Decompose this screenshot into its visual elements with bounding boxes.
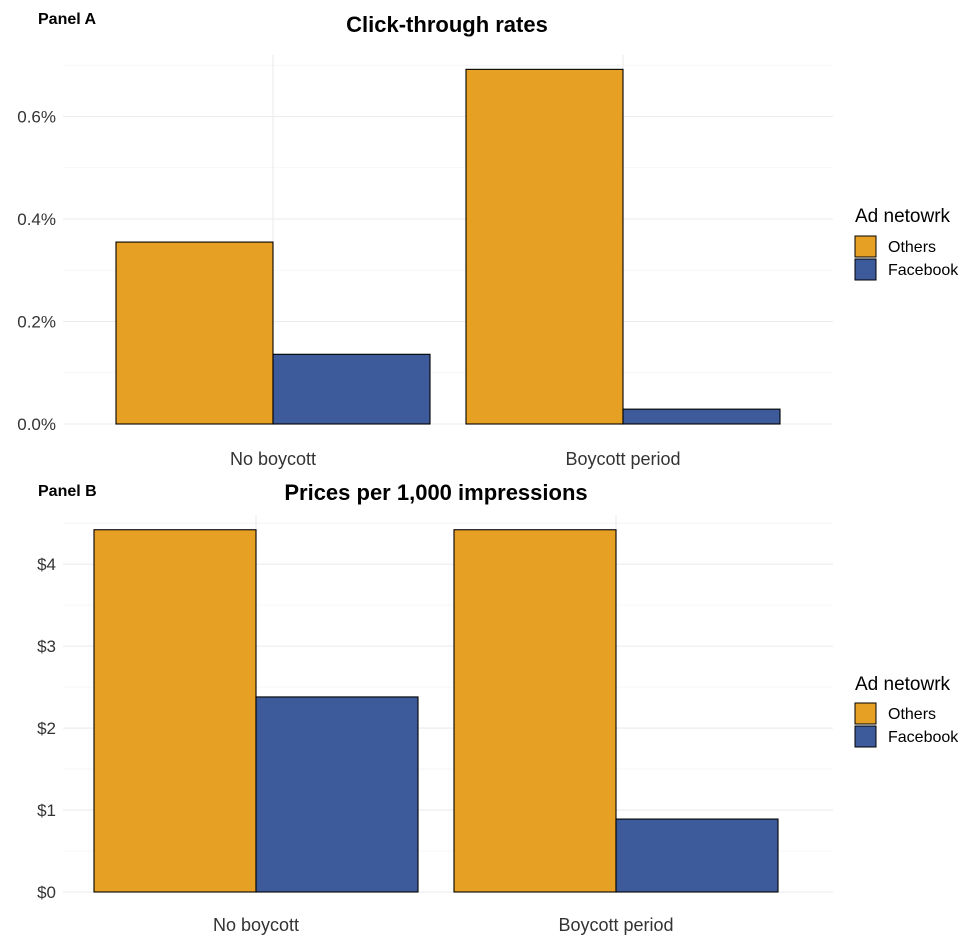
y-tick-label: $0: [37, 883, 56, 902]
x-tick-label: Boycott period: [565, 449, 680, 469]
bar-others-boycott-period: [453, 529, 617, 893]
panel-b-title: Prices per 1,000 impressions: [284, 480, 587, 505]
bar-facebook-boycott-period: [615, 818, 779, 893]
bar-facebook-no-boycott: [272, 353, 431, 425]
bar-others-no-boycott: [115, 241, 274, 425]
panel-a-x-axis: No boycott Boycott period: [230, 449, 681, 469]
panel-b-legend: Ad netowrk Others Facebook: [854, 674, 959, 748]
panel-a: Panel A Click-through rates 0.0% 0.2% 0.4%…: [17, 11, 959, 469]
panel-b-x-axis: No boycott Boycott period: [213, 915, 674, 935]
legend-label-facebook: Facebook: [888, 729, 959, 746]
legend-key-others: [854, 235, 877, 258]
panel-b-bars: [93, 529, 779, 893]
bar-facebook-no-boycott: [255, 696, 419, 893]
panel-b: Panel B Prices per 1,000 impressions $0$…: [37, 480, 959, 935]
bar-others-no-boycott: [93, 529, 257, 893]
panel-b-label: Panel B: [38, 483, 97, 500]
legend-label-others: Others: [888, 239, 936, 256]
legend-key-others: [854, 702, 877, 725]
y-tick-label: 0.0%: [17, 415, 56, 434]
legend-key-facebook: [854, 725, 877, 748]
legend-title: Ad netowrk: [855, 674, 951, 695]
legend-title: Ad netowrk: [855, 206, 951, 227]
panel-b-y-axis: $0 $1 $2 $3 $4: [37, 555, 56, 902]
x-tick-label: No boycott: [230, 449, 316, 469]
panel-a-label: Panel A: [38, 11, 97, 28]
x-tick-label: Boycott period: [558, 915, 673, 935]
bar-others-boycott-period: [465, 68, 624, 425]
panel-a-title: Click-through rates: [346, 12, 548, 37]
legend-key-facebook: [854, 258, 877, 281]
y-tick-label: $1: [37, 801, 56, 820]
panel-a-legend: Ad netowrk Others Facebook: [854, 206, 959, 281]
panel-a-bars: [115, 68, 781, 425]
y-tick-label: 0.6%: [17, 108, 56, 127]
legend-label-facebook: Facebook: [888, 262, 959, 279]
legend-label-others: Others: [888, 706, 936, 723]
y-tick-label: $2: [37, 719, 56, 738]
y-tick-label: 0.2%: [17, 313, 56, 332]
bar-facebook-boycott-period: [622, 408, 781, 425]
panel-a-y-axis: 0.0% 0.2% 0.4% 0.6%: [17, 108, 56, 435]
y-tick-label: 0.4%: [17, 210, 56, 229]
y-tick-label: $3: [37, 637, 56, 656]
x-tick-label: No boycott: [213, 915, 299, 935]
y-tick-label: $4: [37, 555, 56, 574]
